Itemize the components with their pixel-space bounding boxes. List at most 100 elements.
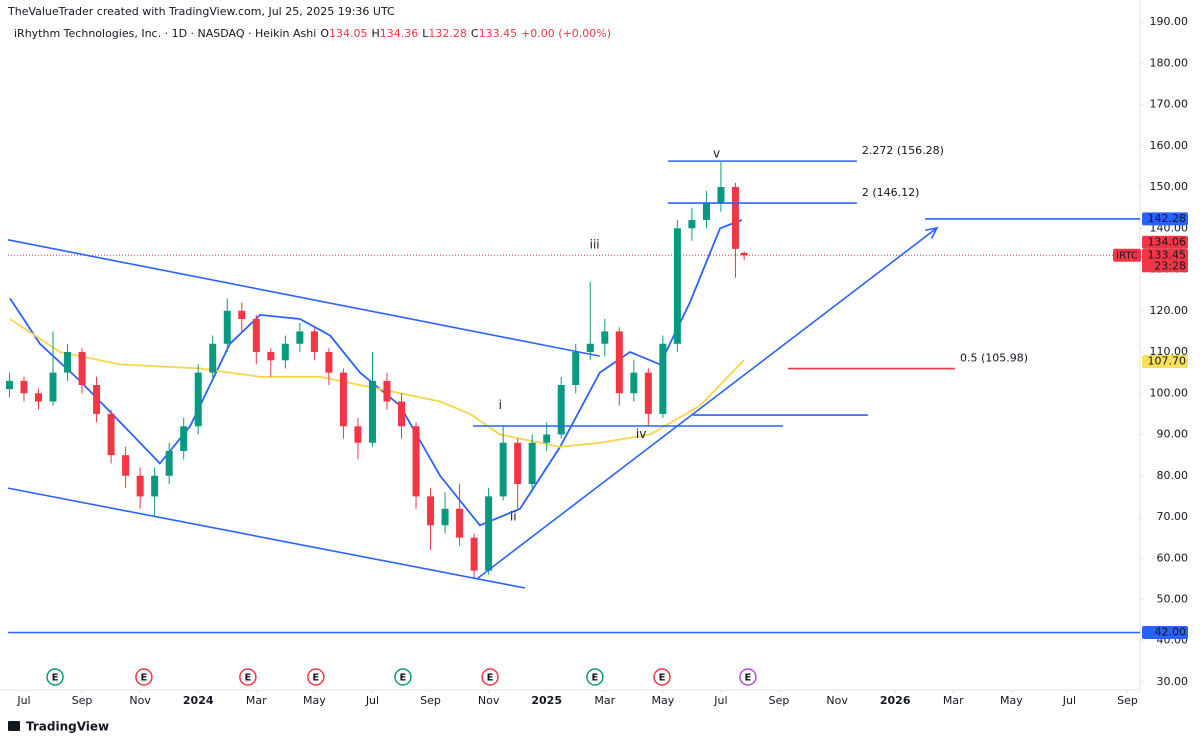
y-tick-label: 180.00 <box>1150 56 1189 69</box>
x-tick-label: Jul <box>16 694 30 707</box>
logo-icon <box>8 721 20 731</box>
y-tick-label: 190.00 <box>1150 15 1189 28</box>
earnings-letter: E <box>140 673 147 684</box>
y-tick-label: 110.00 <box>1150 345 1189 358</box>
price-tag-label: 107.70 <box>1148 354 1187 367</box>
candle-body <box>354 426 362 443</box>
x-tick-label: Mar <box>594 694 615 707</box>
candle-body <box>238 310 246 320</box>
candle-body <box>615 331 623 394</box>
countdown-label: 23:28 <box>1154 259 1186 272</box>
price-tag-label: 42.00 <box>1155 625 1187 638</box>
candle-body <box>456 508 464 538</box>
earnings-badge <box>394 668 412 686</box>
y-tick-label: 80.00 <box>1157 469 1189 482</box>
trendline <box>7 487 526 589</box>
x-tick-label: Nov <box>129 694 151 707</box>
candle-body <box>310 331 318 353</box>
candle-body <box>427 496 435 526</box>
arrow-head <box>925 226 939 239</box>
wave-label: iv <box>636 427 646 441</box>
legend-value: 133.45 <box>479 27 518 40</box>
candle-body <box>34 393 42 402</box>
candle-body <box>165 451 173 476</box>
wave-label: ii <box>510 510 517 524</box>
candle-body <box>601 331 609 344</box>
candle-body <box>673 228 681 344</box>
y-tick-label: 30.00 <box>1157 675 1189 688</box>
x-tick-label: May <box>651 694 674 707</box>
legend-symbol: iRhythm Technologies, Inc. · 1D · NASDAQ… <box>14 27 316 40</box>
earnings-badge <box>653 668 671 686</box>
y-tick-label: 100.00 <box>1150 386 1189 399</box>
price-tag <box>1142 248 1188 262</box>
candle-body <box>470 537 478 571</box>
symbol-tag <box>1113 248 1141 262</box>
candle-body <box>731 187 739 249</box>
candle-body <box>514 442 522 485</box>
trendline <box>477 227 938 579</box>
x-tick-label: Jul <box>1062 694 1076 707</box>
x-tick-label: Jul <box>365 694 379 707</box>
candle-body <box>5 380 13 390</box>
candle-body <box>659 343 667 414</box>
legend-value: 134.36 <box>380 27 419 40</box>
x-tick-label: May <box>1000 694 1023 707</box>
x-tick-label: Sep <box>72 694 93 707</box>
candle-body <box>485 496 493 571</box>
x-tick-label: Mar <box>943 694 964 707</box>
price-tag <box>1142 235 1188 249</box>
earnings-letter: E <box>591 673 598 684</box>
legend-value: 132.28 <box>428 27 467 40</box>
candle-body <box>572 352 580 386</box>
legend-key: O <box>320 27 329 40</box>
price-tag-label: 142.28 <box>1148 212 1187 225</box>
candle-body <box>151 475 159 497</box>
x-tick-label: Sep <box>769 694 790 707</box>
x-tick-label: Nov <box>478 694 500 707</box>
earnings-badge <box>46 668 64 686</box>
earnings-letter: E <box>659 673 666 684</box>
symbol-tag-label: IRTC <box>1116 250 1138 261</box>
candle-body <box>267 352 275 361</box>
price-tag <box>1142 354 1188 368</box>
candle-body <box>49 372 57 402</box>
candle-body <box>543 434 551 443</box>
earnings-letter: E <box>52 673 59 684</box>
earnings-badge <box>135 668 153 686</box>
candle-body <box>223 310 231 344</box>
y-tick-label: 70.00 <box>1157 510 1189 523</box>
x-tick-label: 2025 <box>531 694 562 707</box>
legend-value: 134.05 <box>329 27 368 40</box>
x-tick-label: Mar <box>246 694 267 707</box>
wave-label: i <box>499 398 502 412</box>
candle-body <box>688 220 696 229</box>
x-tick-label: May <box>303 694 326 707</box>
y-tick-label: 50.00 <box>1157 593 1189 606</box>
price-tag <box>1142 212 1188 226</box>
candle-body <box>740 252 748 256</box>
price-tag-label: 134.06 <box>1148 235 1187 248</box>
earnings-badge <box>586 668 604 686</box>
wave-label: iii <box>590 237 600 251</box>
candle-body <box>397 401 405 427</box>
candle-body <box>702 203 710 221</box>
candle-body <box>107 413 115 456</box>
candle-body <box>296 331 304 344</box>
earnings-letter: E <box>400 673 407 684</box>
candle-body <box>557 385 565 435</box>
x-tick-label: 2024 <box>183 694 214 707</box>
x-tick-label: Sep <box>420 694 441 707</box>
legend-key: H <box>371 27 379 40</box>
candle-body <box>717 187 725 204</box>
candle-body <box>412 426 420 497</box>
candle-body <box>383 380 391 402</box>
earnings-badge <box>239 668 257 686</box>
y-tick-label: 90.00 <box>1157 428 1189 441</box>
candle-body <box>209 343 217 373</box>
candle-body <box>586 343 594 353</box>
candle-body <box>122 455 130 476</box>
earnings-badge <box>481 668 499 686</box>
countdown-tag <box>1142 260 1188 273</box>
